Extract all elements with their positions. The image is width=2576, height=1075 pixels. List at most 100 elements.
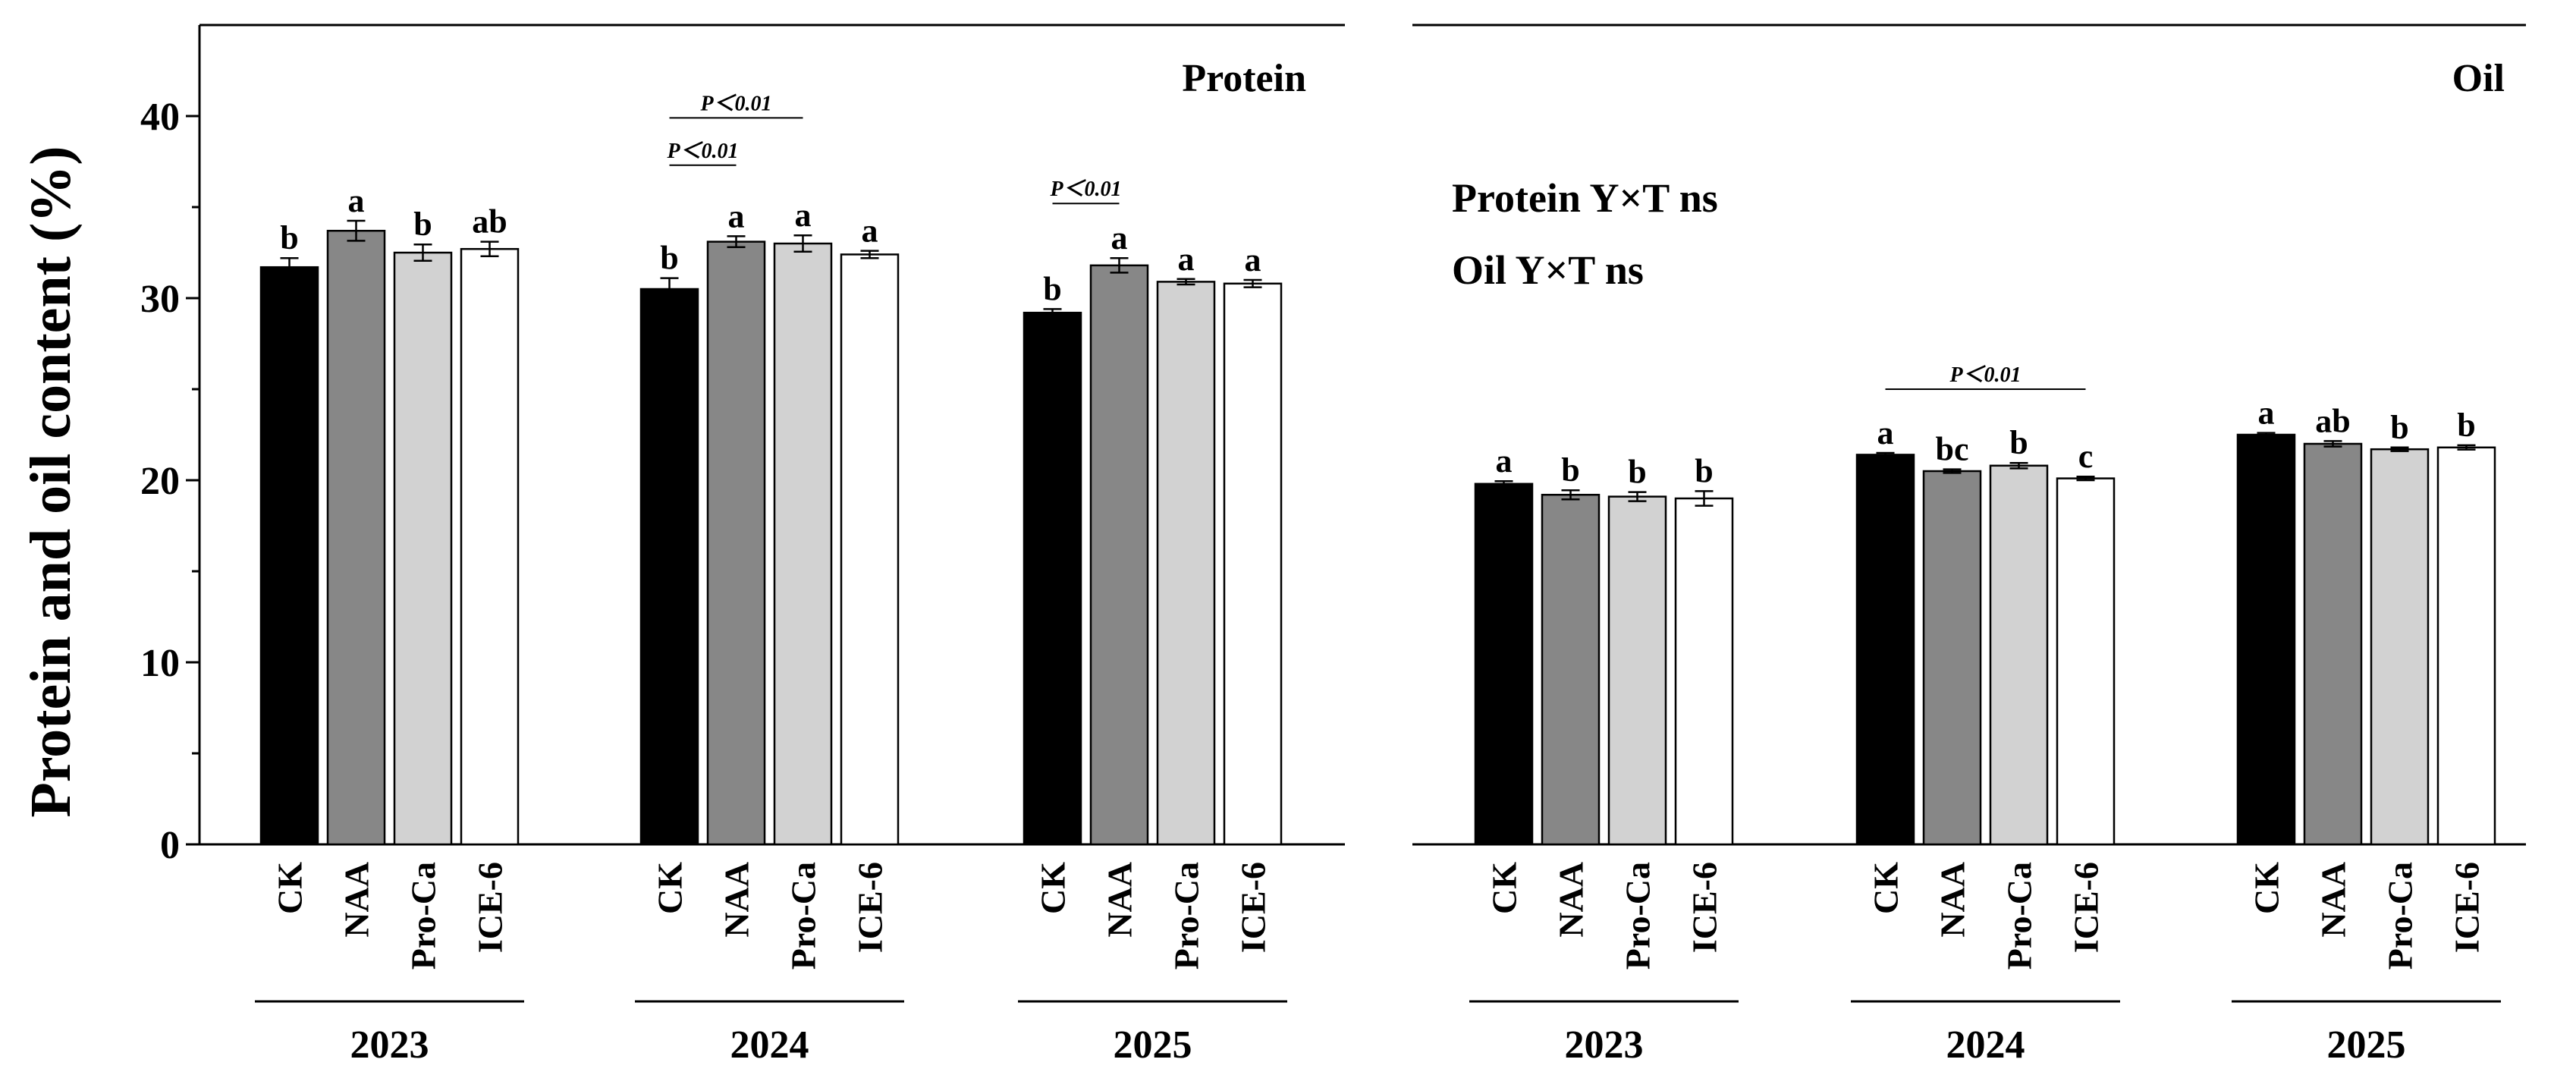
y-tick-label: 40 — [140, 96, 180, 139]
bar — [2056, 477, 2116, 846]
significance-letter: c — [2078, 438, 2094, 475]
significance-letter: b — [280, 219, 298, 256]
significance-letter: a — [1496, 442, 1513, 479]
significance-letter: b — [2457, 407, 2475, 444]
category-label: Pro-Ca — [1619, 862, 1657, 970]
category-label: NAA — [1552, 862, 1591, 938]
y-tick-label: 10 — [140, 642, 180, 685]
bar — [1541, 493, 1601, 846]
group-2023: a CK b NAA b Pro-Ca b ICE-6 2023 — [1469, 442, 1739, 1067]
bar — [259, 266, 319, 846]
significance-p-label: P＜0.01 — [666, 140, 738, 163]
bar — [1922, 470, 1982, 846]
significance-letter: ab — [2315, 402, 2350, 439]
bar — [326, 229, 386, 846]
group-2023: b CK a NAA b Pro-Ca ab ICE-6 2023 — [255, 182, 524, 1067]
bar — [1989, 464, 2049, 846]
bar — [1089, 264, 1149, 846]
category-label: ICE-6 — [2067, 862, 2106, 953]
significance-letter: a — [2258, 394, 2275, 432]
bar — [2436, 446, 2496, 846]
y-axis-title: Protein and oil content (%) — [19, 146, 83, 817]
bar — [1023, 311, 1082, 846]
significance-letter: b — [1043, 270, 1061, 307]
panel-title: Protein — [1182, 57, 1306, 100]
bar — [2370, 448, 2430, 846]
bar — [1607, 495, 1667, 846]
annotation-protein: Protein Y×T ns — [1452, 175, 1718, 221]
significance-letter: a — [728, 197, 745, 234]
significance-letter: b — [660, 240, 678, 277]
significance-letter: a — [1245, 241, 1261, 278]
category-label: CK — [1867, 862, 1905, 914]
year-label: 2025 — [1114, 1023, 1192, 1067]
category-label: NAA — [2314, 862, 2353, 938]
panel-oil: OilaCKbNAAbPro-CabICE-62023aCKbcNAAbPro-… — [1412, 24, 2526, 1067]
significance-p-label: P＜0.01 — [1049, 178, 1121, 201]
significance-letter: bc — [1936, 431, 1969, 468]
y-tick-label: 20 — [140, 460, 180, 503]
group-2025: a CK ab NAA b Pro-Ca b ICE-6 2025 — [2232, 394, 2501, 1067]
category-label: ICE-6 — [1234, 862, 1273, 953]
category-label: ICE-6 — [851, 862, 890, 953]
year-label: 2025 — [2327, 1023, 2406, 1067]
annotation-oil: Oil Y×T ns — [1452, 247, 1644, 293]
bar — [639, 288, 699, 846]
significance-letter: ab — [472, 203, 507, 240]
year-label: 2023 — [350, 1023, 429, 1067]
group-2024: b CK a NAA a Pro-Ca a ICE-6 2024 P＜0.01 P＜0.01 — [635, 92, 904, 1067]
significance-letter: a — [348, 182, 365, 219]
significance-letter: b — [413, 206, 432, 243]
significance-letter: a — [1877, 414, 1894, 451]
category-label: NAA — [1101, 862, 1139, 938]
group-2025: b CK a NAA a Pro-Ca a ICE-6 2025 P＜0.01 — [1018, 178, 1287, 1067]
bar — [706, 240, 766, 846]
significance-letter: a — [795, 196, 812, 234]
significance-letter: a — [1111, 219, 1128, 256]
group-2024: a CK bc NAA b Pro-Ca c ICE-6 2024 P＜0.01 — [1851, 363, 2120, 1067]
category-label: CK — [1485, 862, 1524, 914]
significance-letter: b — [2390, 409, 2408, 446]
bar — [1855, 454, 1915, 846]
category-label: NAA — [718, 862, 756, 938]
category-label: ICE-6 — [471, 862, 510, 953]
bar — [460, 247, 520, 846]
category-label: ICE-6 — [2448, 862, 2486, 953]
category-label: CK — [271, 862, 309, 914]
bar — [2303, 442, 2363, 846]
category-label: ICE-6 — [1685, 862, 1724, 953]
category-label: NAA — [338, 862, 376, 938]
category-label: Pro-Ca — [1167, 862, 1206, 970]
category-label: Pro-Ca — [2000, 862, 2039, 970]
significance-letter: b — [1628, 454, 1646, 491]
year-label: 2024 — [730, 1023, 809, 1067]
bar — [393, 251, 453, 846]
bar — [2236, 433, 2296, 846]
significance-p-label: P＜0.01 — [1949, 363, 2021, 387]
category-label: Pro-Ca — [404, 862, 443, 970]
bar — [840, 253, 900, 846]
y-tick-label: 0 — [160, 824, 180, 867]
bar — [1156, 281, 1216, 846]
bar — [1474, 482, 1534, 846]
category-label: Pro-Ca — [2381, 862, 2420, 970]
category-label: Pro-Ca — [784, 862, 823, 970]
bar — [773, 242, 833, 846]
bar — [1674, 497, 1734, 846]
bar — [1223, 282, 1283, 846]
significance-letter: b — [2009, 424, 2028, 461]
significance-letter: a — [862, 212, 878, 250]
category-label: CK — [651, 862, 690, 914]
significance-p-label: P＜0.01 — [699, 92, 771, 115]
significance-letter: b — [1561, 451, 1579, 489]
year-label: 2024 — [1946, 1023, 2025, 1067]
category-label: CK — [1034, 862, 1073, 914]
chart-marks: 010203040ProteinbCKaNAAbPro-CaabICE-6202… — [140, 24, 2526, 1067]
year-label: 2023 — [1565, 1023, 1644, 1067]
significance-letter: b — [1695, 452, 1713, 489]
category-label: CK — [2248, 862, 2286, 914]
panel-title: Oil — [2452, 57, 2505, 100]
y-tick-label: 30 — [140, 278, 180, 321]
significance-letter: a — [1178, 240, 1195, 278]
